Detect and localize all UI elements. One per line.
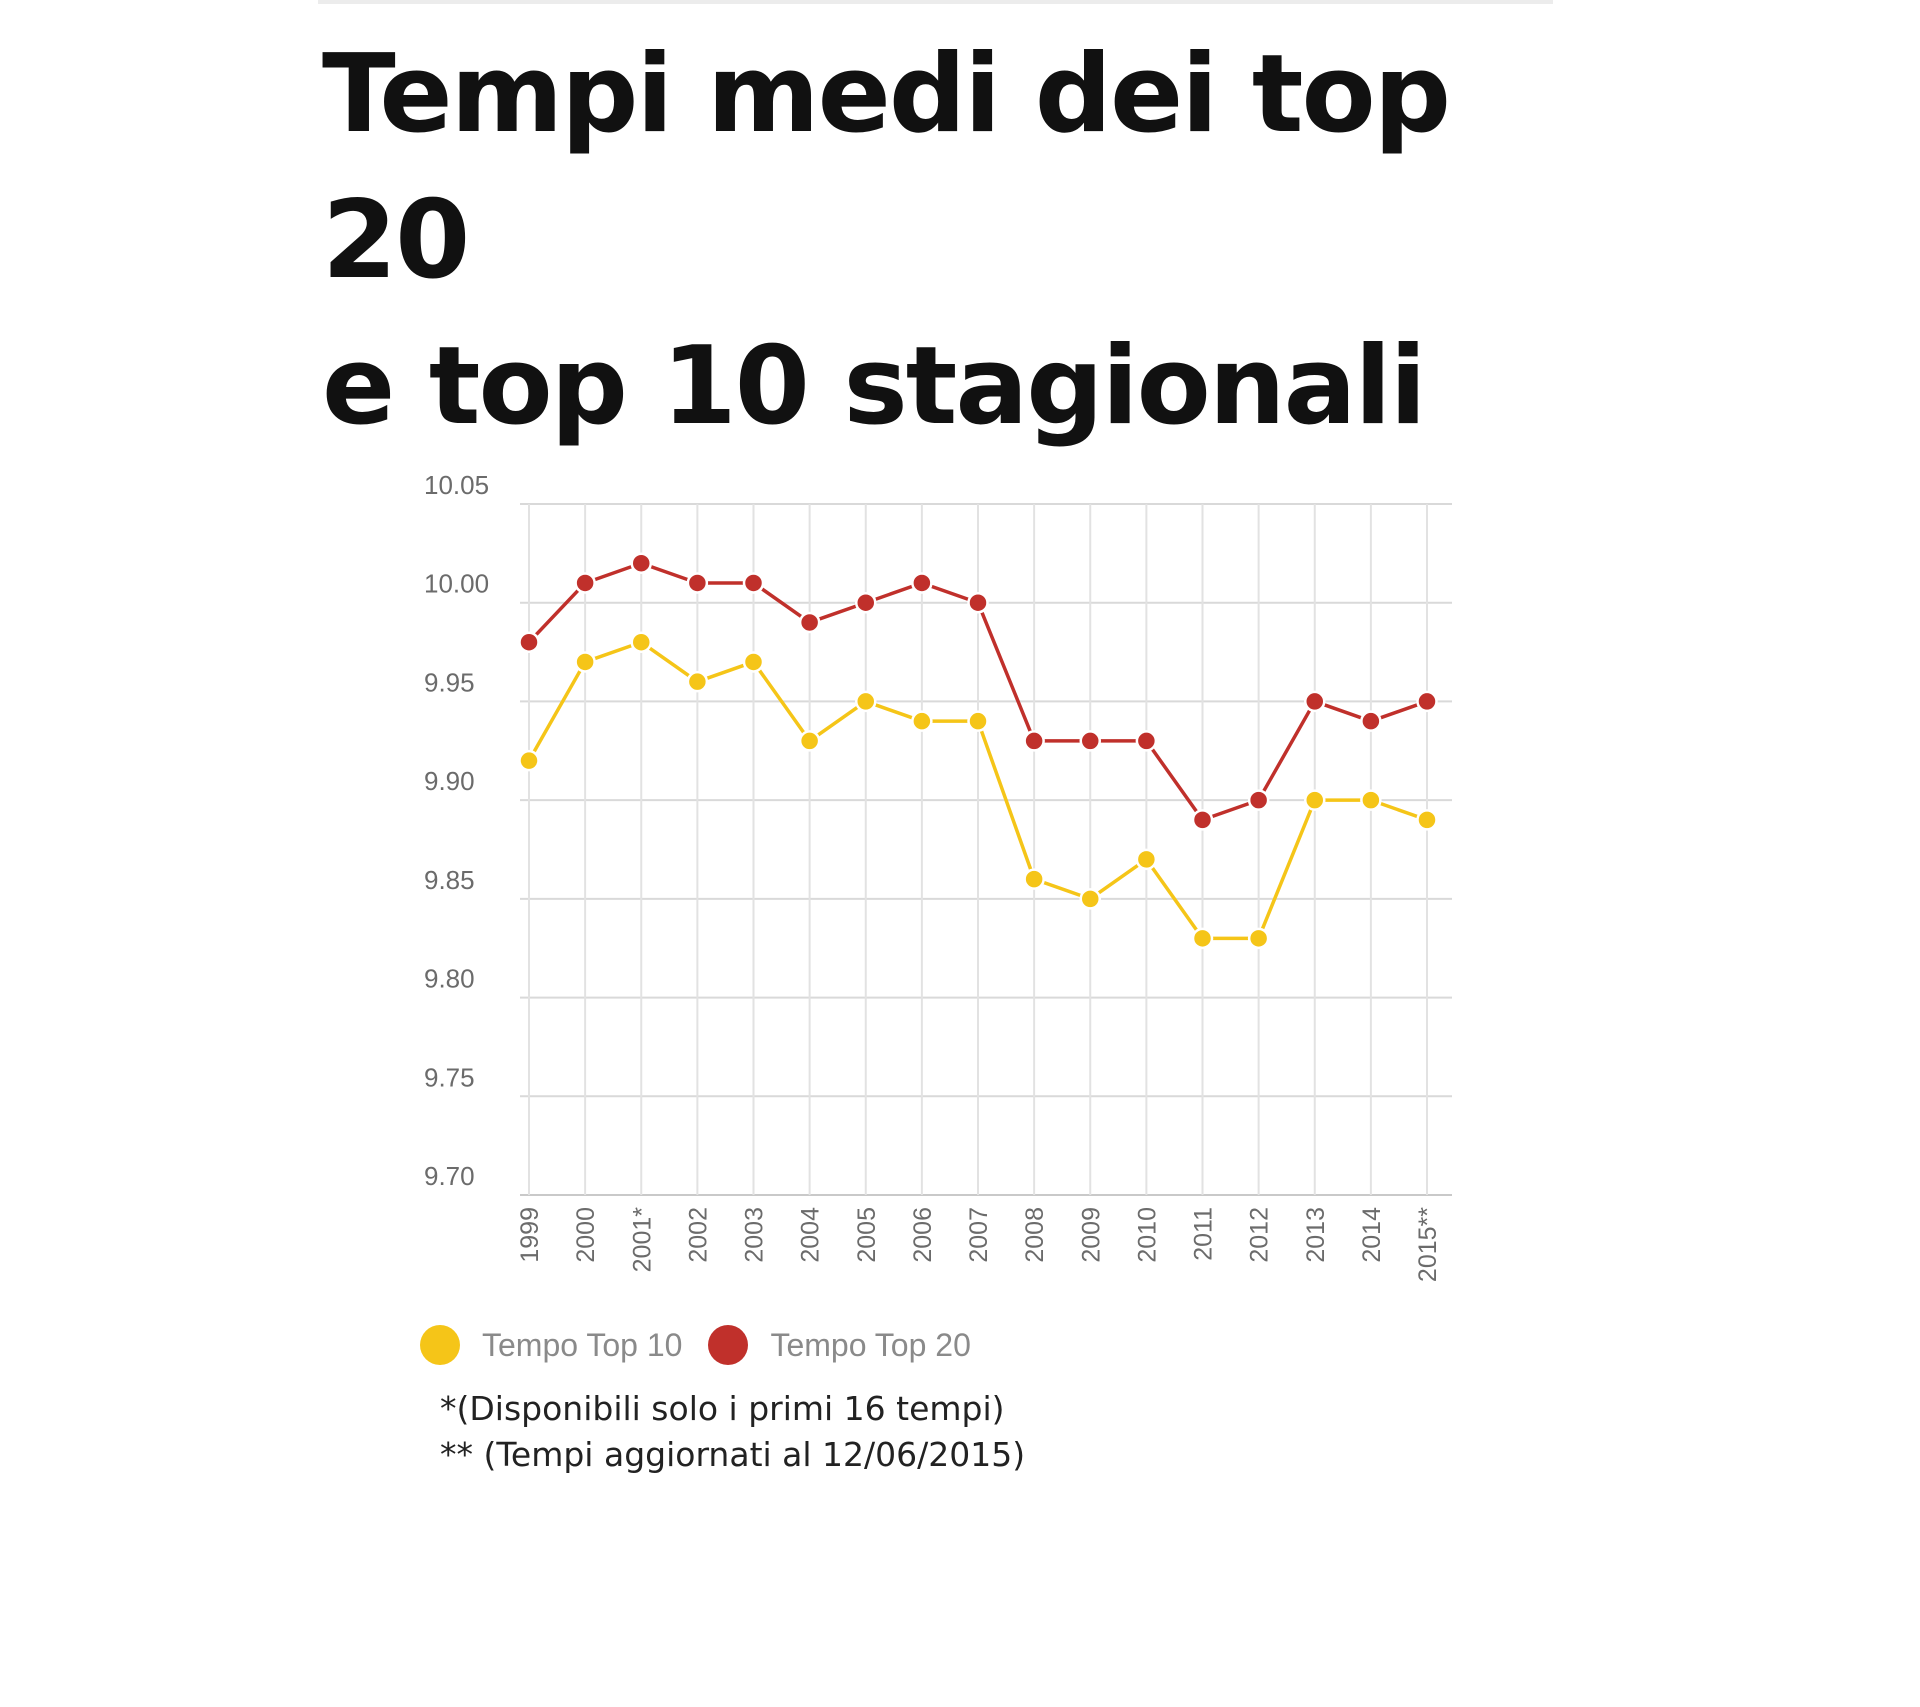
x-tick-label: 2010 bbox=[1133, 1207, 1161, 1263]
data-point-top10 bbox=[1079, 888, 1101, 910]
y-axis-ticks: 9.70 9.75 9.80 9.85 9.90 9.95 10.00 10.05 bbox=[424, 470, 489, 1191]
data-point-top20 bbox=[967, 591, 989, 614]
data-point-top10 bbox=[1023, 868, 1045, 890]
data-point-top20 bbox=[742, 572, 765, 594]
data-point-top20 bbox=[1360, 710, 1382, 732]
data-point-top20 bbox=[1416, 690, 1438, 713]
data-point-top20 bbox=[855, 591, 877, 614]
data-point-top10 bbox=[1191, 927, 1214, 950]
x-tick-label: 2007 bbox=[965, 1207, 993, 1263]
x-tick-label: 2006 bbox=[909, 1207, 937, 1263]
footnote-2: ** (Tempi aggiornati al 12/06/2015) bbox=[440, 1435, 1026, 1474]
y-tick-label: 10.05 bbox=[424, 470, 489, 500]
data-point-top10 bbox=[1360, 789, 1382, 811]
y-tick-label: 9.75 bbox=[424, 1062, 475, 1092]
y-tick-label: 9.80 bbox=[424, 964, 475, 994]
x-tick-label: 2015** bbox=[1414, 1207, 1442, 1282]
legend: Tempo Top 10 Tempo Top 20 bbox=[420, 1325, 997, 1365]
data-point-top10 bbox=[1416, 809, 1438, 831]
top-divider bbox=[318, 0, 1553, 4]
data-point-top20 bbox=[1135, 730, 1158, 752]
x-tick-label: 2003 bbox=[741, 1207, 769, 1263]
data-point-top20 bbox=[1023, 730, 1045, 752]
data-point-top20 bbox=[1304, 690, 1326, 713]
chart-title: Tempi medi dei top 20 e top 10 stagional… bbox=[322, 22, 1572, 460]
data-point-top20 bbox=[798, 611, 821, 634]
footnotes: *(Disponibili solo i primi 16 tempi) ** … bbox=[440, 1386, 1025, 1478]
data-point-top10 bbox=[911, 710, 933, 732]
y-tick-label: 9.95 bbox=[424, 667, 475, 697]
footnote-1: *(Disponibili solo i primi 16 tempi) bbox=[440, 1389, 1005, 1428]
x-tick-label: 2002 bbox=[684, 1207, 712, 1263]
x-tick-label: 2005 bbox=[853, 1207, 881, 1263]
y-tick-label: 10.00 bbox=[424, 569, 489, 599]
line-chart: 9.70 9.75 9.80 9.85 9.90 9.95 10.00 10.05 1999 2… bbox=[424, 470, 1452, 1282]
data-point-top10 bbox=[1135, 848, 1158, 871]
data-point-top20 bbox=[1079, 730, 1101, 752]
x-tick-label: 1999 bbox=[516, 1207, 544, 1263]
data-point-top20 bbox=[1247, 789, 1270, 811]
x-tick-label: 2008 bbox=[1021, 1207, 1049, 1263]
x-tick-label: 2014 bbox=[1358, 1207, 1386, 1263]
data-point-top10 bbox=[742, 651, 765, 673]
x-tick-label: 2012 bbox=[1246, 1207, 1274, 1263]
x-tick-label: 2004 bbox=[797, 1207, 825, 1263]
data-point-top10 bbox=[967, 710, 989, 732]
data-point-top20 bbox=[574, 572, 596, 594]
chart-title-line-1: Tempi medi dei top 20 bbox=[322, 32, 1451, 303]
legend-label-top10: Tempo Top 10 bbox=[482, 1326, 683, 1363]
legend-label-top20: Tempo Top 20 bbox=[770, 1326, 971, 1363]
y-tick-label: 9.90 bbox=[424, 766, 475, 796]
x-tick-label: 2009 bbox=[1077, 1207, 1105, 1263]
legend-swatch-top10 bbox=[420, 1325, 460, 1365]
data-point-top10 bbox=[1247, 927, 1270, 950]
data-point-top20 bbox=[686, 572, 709, 594]
legend-item-top20: Tempo Top 20 bbox=[708, 1325, 971, 1365]
data-point-top20 bbox=[518, 631, 540, 653]
data-point-top10 bbox=[630, 631, 652, 653]
data-point-top20 bbox=[630, 552, 652, 574]
x-tick-label: 2013 bbox=[1302, 1207, 1330, 1263]
data-point-top20 bbox=[1191, 809, 1214, 831]
x-tick-label: 2000 bbox=[572, 1207, 600, 1263]
legend-item-top10: Tempo Top 10 bbox=[420, 1325, 682, 1365]
x-tick-label: 2011 bbox=[1190, 1207, 1218, 1261]
data-point-top10 bbox=[518, 749, 540, 772]
data-point-top10 bbox=[574, 651, 596, 673]
x-axis-ticks: 1999 2000 2001* 2002 2003 2004 2005 2006 2007 200… bbox=[516, 1207, 1442, 1282]
chart-title-line-2: e top 10 stagionali bbox=[322, 324, 1427, 449]
data-point-top10 bbox=[1304, 789, 1326, 811]
y-tick-label: 9.85 bbox=[424, 865, 475, 895]
data-point-top10 bbox=[855, 690, 877, 713]
data-point-top10 bbox=[798, 730, 821, 752]
x-tick-label: 2001* bbox=[628, 1207, 656, 1273]
series-lines bbox=[518, 552, 1438, 950]
legend-swatch-top20 bbox=[708, 1325, 749, 1365]
data-point-top20 bbox=[911, 572, 933, 594]
data-point-top10 bbox=[686, 670, 709, 693]
y-tick-label: 9.70 bbox=[424, 1161, 475, 1191]
